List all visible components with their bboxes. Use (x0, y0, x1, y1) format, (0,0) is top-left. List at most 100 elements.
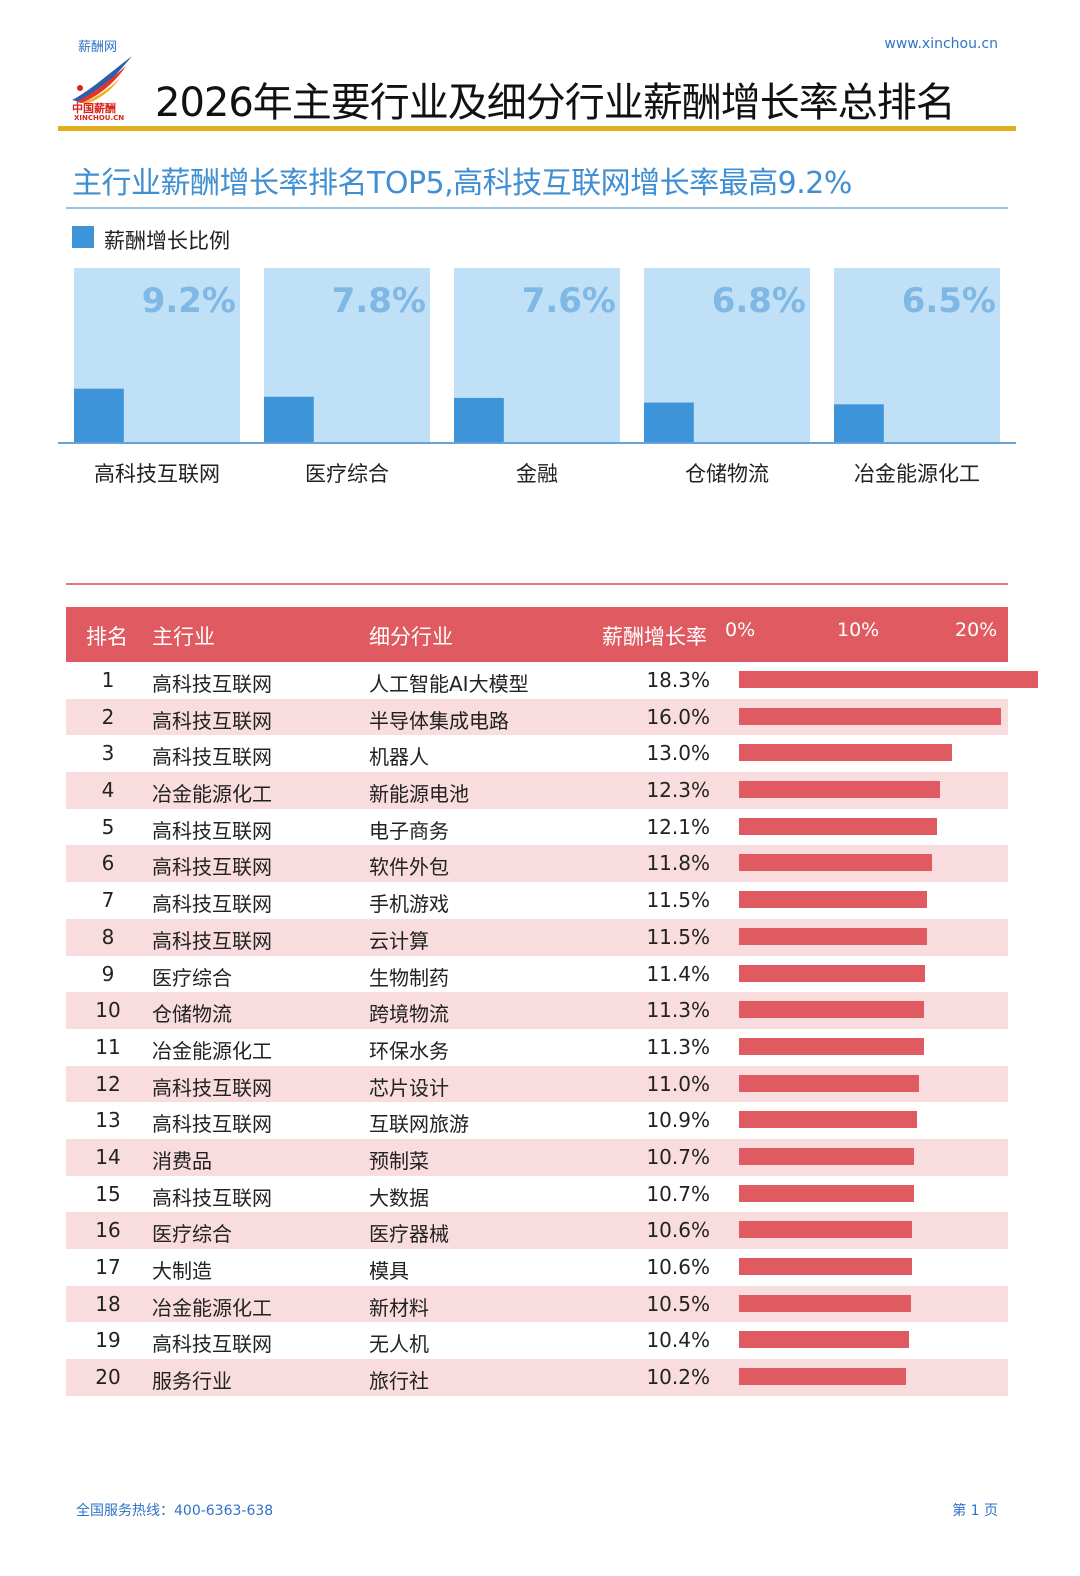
sub-industry-cell: 预制菜 (369, 1148, 429, 1173)
logo-text-cn: 中国薪酬 (72, 102, 116, 115)
rank-cell: 10 (95, 998, 121, 1023)
rate-bar (739, 1147, 914, 1165)
table-row: 19 高科技互联网 无人机 10.4% (66, 1322, 1008, 1359)
logo-text-en: XINCHOU.CN (74, 114, 125, 122)
main-industry-cell: 高科技互联网 (152, 745, 272, 770)
top5-bar (74, 388, 124, 442)
page-title: 2026年主要行业及细分行业薪酬增长率总排名 (155, 80, 956, 126)
main-industry-cell: 高科技互联网 (152, 1112, 272, 1137)
rate-cell: 11.5% (646, 888, 710, 913)
main-industry-cell: 冶金能源化工 (152, 782, 272, 807)
rank-cell: 9 (101, 961, 115, 986)
main-industry-cell: 高科技互联网 (152, 855, 272, 880)
top5-category-label: 仓储物流 (685, 462, 769, 486)
rate-cell: 18.3% (646, 668, 710, 692)
site-url[interactable]: www.xinchou.cn (884, 36, 998, 52)
main-industry-cell: 服务行业 (152, 1369, 232, 1394)
axis-tick-10: 10% (837, 619, 880, 641)
rate-bar (739, 781, 941, 799)
rate-bar (739, 1037, 924, 1055)
top5-value-label: 9.2% (142, 281, 236, 321)
sub-industry-cell: 新材料 (369, 1295, 429, 1320)
legend-swatch (72, 226, 94, 248)
table-row: 10 仓储物流 跨境物流 11.3% (66, 992, 1008, 1029)
rate-bar (739, 1294, 911, 1312)
rate-bar (739, 1368, 906, 1386)
top5-bar (834, 404, 884, 442)
table-row: 6 高科技互联网 软件外包 11.8% (66, 845, 1008, 883)
rate-cell: 11.5% (646, 924, 710, 949)
table-row: 5 高科技互联网 电子商务 12.1% (66, 809, 1008, 846)
logo-swoosh-icon (72, 56, 132, 103)
sub-industry-cell: 新能源电池 (369, 782, 469, 807)
rate-cell: 11.4% (646, 961, 710, 986)
rate-bar (739, 707, 1001, 725)
section-divider (66, 583, 1008, 585)
rate-cell: 13.0% (646, 741, 710, 766)
main-industry-cell: 消费品 (152, 1148, 212, 1173)
table-row: 15 高科技互联网 大数据 10.7% (66, 1176, 1008, 1213)
table-row: 13 高科技互联网 互联网旅游 10.9% (66, 1102, 1008, 1139)
rate-cell: 11.0% (646, 1071, 710, 1096)
subtitle-divider (66, 207, 1008, 209)
top5-bar (454, 397, 504, 442)
col-main-header: 主行业 (152, 625, 215, 649)
sub-industry-cell: 机器人 (369, 745, 429, 770)
top5-category-label: 金融 (516, 462, 558, 486)
main-industry-cell: 高科技互联网 (152, 892, 272, 917)
rate-bar (739, 1074, 919, 1092)
rank-cell: 6 (101, 851, 115, 876)
rank-cell: 16 (95, 1218, 121, 1243)
section-subtitle: 主行业薪酬增长率排名TOP5,高科技互联网增长率最高9.2% (72, 166, 852, 201)
rate-cell: 12.1% (646, 814, 710, 839)
col-rank-header: 排名 (86, 625, 128, 649)
rank-cell: 17 (95, 1255, 121, 1279)
rank-cell: 20 (95, 1365, 121, 1390)
main-industry-cell: 高科技互联网 (152, 1075, 272, 1100)
sub-industry-cell: 云计算 (369, 928, 429, 953)
xinchou-logo: 中国薪酬 XINCHOU.CN (66, 54, 140, 124)
sub-industry-cell: 模具 (369, 1259, 409, 1283)
rank-cell: 11 (95, 1034, 121, 1059)
table-row: 7 高科技互联网 手机游戏 11.5% (66, 882, 1008, 919)
rate-bar (739, 927, 928, 945)
rank-cell: 12 (95, 1071, 121, 1096)
table-row: 3 高科技互联网 机器人 13.0% (66, 735, 1008, 772)
axis-tick-0: 0% (725, 619, 756, 641)
rate-cell: 10.6% (646, 1255, 710, 1279)
rate-cell: 10.7% (646, 1181, 710, 1206)
top5-bar (264, 396, 314, 442)
main-industry-cell: 高科技互联网 (152, 818, 272, 843)
sub-industry-cell: 电子商务 (369, 818, 449, 843)
top5-value-label: 7.8% (332, 281, 426, 321)
sub-industry-cell: 生物制药 (369, 965, 449, 990)
top5-category-label: 冶金能源化工 (854, 462, 980, 486)
rate-cell: 10.5% (646, 1291, 710, 1316)
top5-value-label: 6.8% (712, 281, 806, 321)
top5-bar-chart: 9.2% 7.8% 7.6% 6.8% 6.5% (58, 268, 1016, 444)
legend-label: 薪酬增长比例 (104, 229, 230, 253)
rank-cell: 1 (101, 668, 115, 692)
top5-bar (644, 402, 694, 442)
top5-category-label: 高科技互联网 (94, 462, 220, 486)
rate-bar (739, 891, 928, 909)
site-name: 薪酬网 (78, 40, 118, 55)
main-industry-cell: 高科技互联网 (152, 672, 272, 696)
rate-bar (739, 1184, 914, 1202)
table-row: 18 冶金能源化工 新材料 10.5% (66, 1285, 1008, 1323)
rate-bar (739, 671, 1039, 688)
main-industry-cell: 高科技互联网 (152, 928, 272, 953)
rate-cell: 10.6% (646, 1218, 710, 1243)
rate-cell: 12.3% (646, 778, 710, 803)
footer-hotline: 全国服务热线：400-6363-638 (76, 1503, 274, 1519)
rank-cell: 4 (101, 778, 115, 803)
sub-industry-cell: 跨境物流 (369, 1002, 449, 1027)
table-row: 4 冶金能源化工 新能源电池 12.3% (66, 772, 1008, 809)
sub-industry-cell: 半导体集成电路 (369, 708, 509, 733)
sub-industry-cell: 旅行社 (369, 1369, 429, 1394)
rate-bar (739, 744, 952, 762)
rate-bar (739, 1258, 913, 1275)
table-row: 2 高科技互联网 半导体集成电路 16.0% (66, 698, 1008, 736)
top5-value-label: 6.5% (902, 281, 996, 321)
rate-bar (739, 1221, 913, 1239)
